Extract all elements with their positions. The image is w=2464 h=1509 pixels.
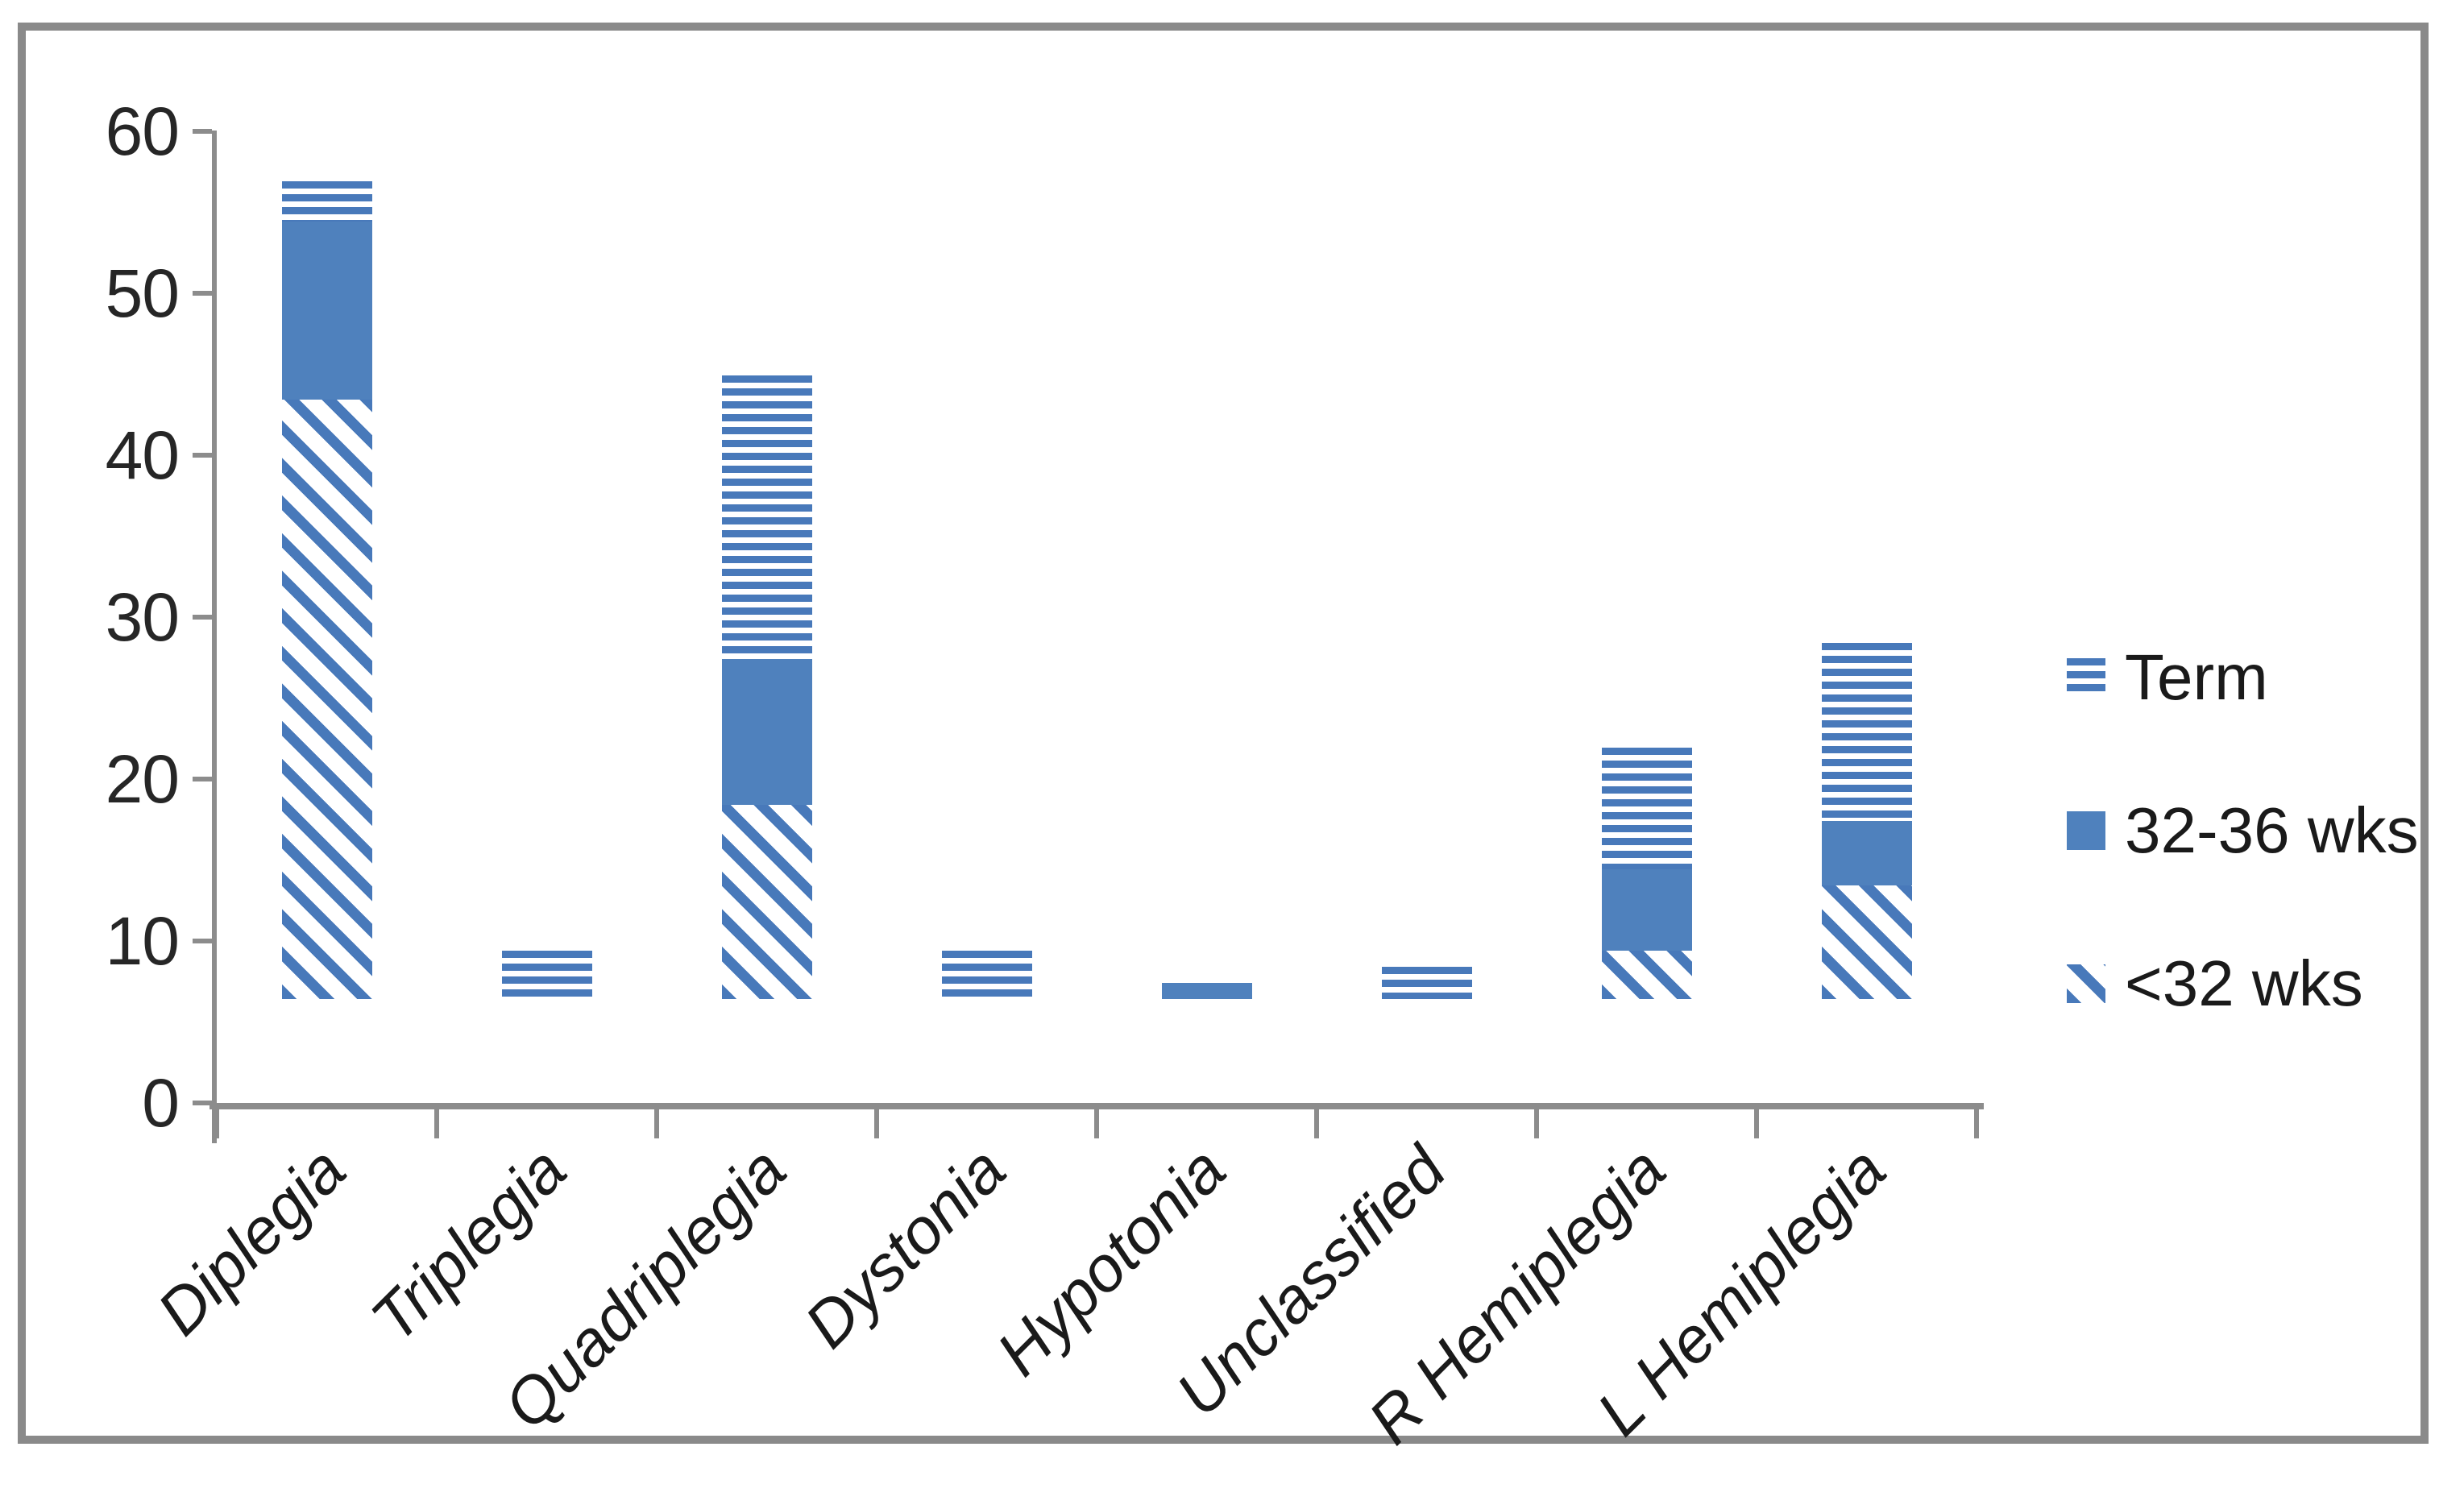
y-tick-0 [193,1101,212,1105]
bar-segment-32-36-wks [1822,821,1912,885]
x-category-label-dystonia: Dystonia [790,1133,1019,1362]
x-tick-8 [1974,1103,1979,1138]
bar-segment--32-wks [1602,951,1692,999]
legend: Term 32-36 wks <32 wks [2067,645,2419,1016]
y-tick-label-10: 10 [105,903,180,979]
y-tick-60 [193,129,212,134]
bar-r-hemiplegia [1602,748,1692,999]
y-tick-label-60: 60 [105,93,180,169]
x-tick-7 [1754,1103,1759,1138]
bar-l-hemiplegia [1822,643,1912,999]
legend-item-32-36-wks: 32-36 wks [2067,798,2419,863]
bar-segment-Term [722,375,812,659]
horizontal-stripes-icon [2067,658,2105,697]
x-category-label-diplegia: Diplegia [143,1133,359,1349]
y-tick-label-40: 40 [105,417,180,493]
x-tick-3 [874,1103,879,1138]
x-tick-0 [214,1103,219,1138]
bar-hypotonia [1162,983,1252,999]
y-tick-10 [193,939,212,943]
y-tick-label-30: 30 [105,579,180,655]
diagonal-stripes-icon [2067,964,2105,1003]
y-tick-20 [193,777,212,781]
bar-segment--32-wks [282,400,372,999]
bar-segment-32-36-wks [1162,983,1252,999]
bar-segment-32-36-wks [1602,869,1692,951]
bar-segment--32-wks [1822,885,1912,999]
bar-quadriplegia [722,375,812,999]
bar-unclassified [1382,967,1472,999]
solid-square-icon [2067,811,2105,850]
bar-segment-Term [502,951,592,999]
x-tick-6 [1534,1103,1539,1138]
legend-label: 32-36 wks [2125,794,2419,866]
x-tick-4 [1094,1103,1099,1138]
x-tick-5 [1314,1103,1319,1138]
y-axis-line [212,131,217,1143]
y-tick-40 [193,453,212,458]
legend-item-term: Term [2067,645,2419,710]
legend-label: <32 wks [2125,947,2363,1019]
bar-triplegia [502,951,592,999]
bar-segment--32-wks [722,805,812,999]
chart-frame: 0 10 20 30 40 50 60 Diplegia Triplegia Quadriple… [18,23,2429,1457]
bar-segment-32-36-wks [722,659,812,805]
bar-diplegia [282,181,372,999]
bar-segment-32-36-wks [282,222,372,400]
bar-segment-Term [1822,643,1912,821]
legend-item-lt-32-wks: <32 wks [2067,951,2419,1016]
x-tick-1 [434,1103,439,1138]
x-tick-2 [654,1103,659,1138]
bar-segment-Term [282,181,372,222]
x-category-label-triplegia: Triplegia [357,1133,579,1356]
bar-segment-Term [942,951,1032,999]
y-tick-label-20: 20 [105,741,180,817]
y-tick-label-0: 0 [142,1065,180,1141]
bar-dystonia [942,951,1032,999]
bar-segment-Term [1382,967,1472,999]
y-tick-50 [193,291,212,296]
legend-label: Term [2125,641,2268,713]
bar-segment-Term [1602,748,1692,869]
y-tick-30 [193,615,212,620]
y-tick-label-50: 50 [105,255,180,331]
